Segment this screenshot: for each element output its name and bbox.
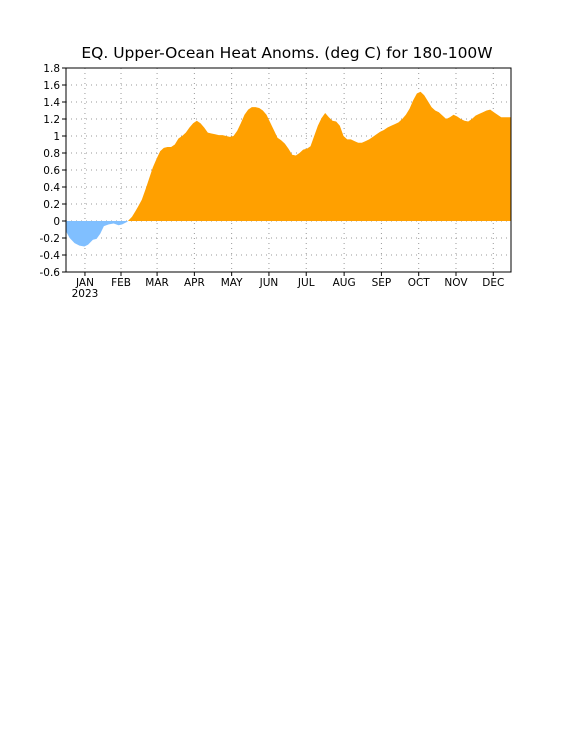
month-label: MAR xyxy=(145,277,169,289)
y-tick-label: 0.6 xyxy=(43,165,60,177)
y-tick-label: 1.6 xyxy=(43,80,60,92)
axis-layer: 1.8 1.6 1.4 1.2 1 0.8 0.6 0.4 0.2 0 -0.2 -0.4 -0.6 JA… xyxy=(40,63,505,289)
chart: EQ. Upper-Ocean Heat Anoms. (deg C) for … xyxy=(0,0,579,320)
month-label: OCT xyxy=(408,277,431,289)
chart-svg: EQ. Upper-Ocean Heat Anoms. (deg C) for … xyxy=(40,44,512,300)
y-tick-label: 0 xyxy=(53,216,60,228)
y-tick-label: 1.8 xyxy=(43,63,60,75)
month-label: FEB xyxy=(111,277,131,289)
y-tick-label: -0.4 xyxy=(40,250,61,262)
y-tick-label: 0.2 xyxy=(43,199,60,211)
month-label: NOV xyxy=(444,277,468,289)
positive-anomaly-area xyxy=(66,91,511,221)
plot-frame xyxy=(65,67,512,273)
year-label: 2023 xyxy=(72,288,99,300)
month-label: SEP xyxy=(372,277,392,289)
negative-anomaly-area xyxy=(66,221,511,247)
month-label: JUL xyxy=(297,277,315,289)
y-tick-label: -0.6 xyxy=(40,267,61,279)
month-label: MAY xyxy=(221,277,243,289)
y-tick-label: 1 xyxy=(53,131,60,143)
y-tick-label: -0.2 xyxy=(40,233,61,245)
y-tick-label: 0.4 xyxy=(43,182,60,194)
month-label: AUG xyxy=(333,277,356,289)
month-label: DEC xyxy=(482,277,504,289)
y-tick-label: 0.8 xyxy=(43,148,60,160)
month-label: APR xyxy=(184,277,205,289)
y-tick-label: 1.4 xyxy=(43,97,60,109)
area-layer xyxy=(66,91,511,247)
month-label: JUN xyxy=(259,277,279,289)
y-tick-label: 1.2 xyxy=(43,114,60,126)
month-label: JAN xyxy=(75,277,94,289)
chart-title: EQ. Upper-Ocean Heat Anoms. (deg C) for … xyxy=(81,44,492,62)
